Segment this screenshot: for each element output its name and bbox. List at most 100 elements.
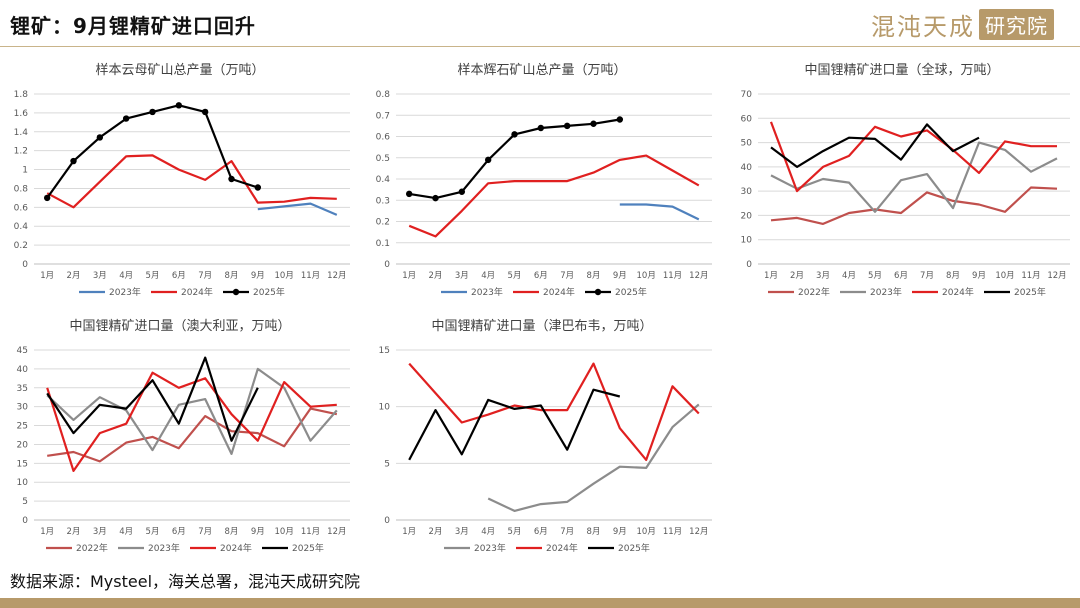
x-tick-label: 4月 bbox=[119, 527, 133, 537]
y-tick-label: 40 bbox=[741, 163, 753, 173]
x-tick-label: 4月 bbox=[481, 527, 495, 537]
x-tick-label: 6月 bbox=[534, 271, 548, 281]
x-tick-label: 10月 bbox=[995, 271, 1014, 281]
chart-svg: 样本辉石矿山总产量（万吨） 0 0.1 0.2 0.3 0.4 0.5 0.6 0.7 0.8 1月… bbox=[376, 63, 712, 298]
chart-imports-global: 中国锂精矿进口量（全球，万吨） 0 10 20 30 40 50 60 70 1月 2月 3月 4月 5月… bbox=[724, 56, 1080, 306]
legend-label: 2022年 bbox=[798, 286, 830, 298]
legend-marker bbox=[594, 288, 602, 296]
bottom-bar bbox=[0, 598, 1080, 608]
legend-item: 2024年 bbox=[513, 286, 575, 298]
y-tick-label: 0.6 bbox=[376, 133, 391, 143]
y-tick-label: 70 bbox=[741, 90, 753, 100]
data-point bbox=[405, 190, 413, 198]
y-tick-label: 0 bbox=[22, 260, 28, 270]
x-tick-label: 7月 bbox=[560, 527, 574, 537]
series-line-2025年 bbox=[46, 104, 259, 199]
legend-label: 2025年 bbox=[1014, 286, 1046, 298]
data-point bbox=[537, 124, 545, 132]
legend-item: 2025年 bbox=[588, 542, 650, 554]
y-tick-label: 35 bbox=[17, 384, 28, 394]
series-line-2023年 bbox=[770, 141, 1058, 213]
y-tick-label: 45 bbox=[17, 346, 28, 356]
series-line-2025年 bbox=[770, 123, 980, 169]
legend-item: 2023年 bbox=[79, 286, 141, 298]
logo-box-text: 研究院 bbox=[979, 8, 1054, 40]
legend-label: 2024年 bbox=[181, 286, 213, 298]
series-line-2022年 bbox=[770, 186, 1058, 225]
data-point bbox=[96, 134, 104, 141]
x-tick-label: 9月 bbox=[251, 271, 265, 281]
legend-label: 2024年 bbox=[942, 286, 974, 298]
y-tick-label: 50 bbox=[741, 139, 753, 149]
x-tick-label: 12月 bbox=[689, 271, 708, 281]
x-tick-label: 10月 bbox=[637, 527, 656, 537]
series-line-2023年 bbox=[487, 403, 700, 512]
x-tick-label: 9月 bbox=[972, 271, 986, 281]
x-tick-label: 12月 bbox=[327, 527, 346, 537]
x-tick-label: 7月 bbox=[198, 527, 212, 537]
y-tick-label: 30 bbox=[17, 403, 29, 413]
y-tick-label: 20 bbox=[741, 211, 753, 221]
x-tick-label: 5月 bbox=[146, 527, 160, 537]
x-tick-label: 3月 bbox=[816, 271, 830, 281]
legend-item: 2023年 bbox=[444, 542, 506, 554]
y-tick-label: 0.4 bbox=[14, 222, 29, 232]
x-tick-label: 5月 bbox=[508, 271, 522, 281]
chart-imports-zimbabwe: 中国锂精矿进口量（津巴布韦，万吨） 0 5 10 15 1月 2月 3月 4月 5月 6月 7月 8月 9… bbox=[362, 312, 722, 562]
x-tick-label: 8月 bbox=[225, 527, 239, 537]
y-tick-label: 0 bbox=[384, 260, 390, 270]
brand-logo: 混沌天成 研究院 bbox=[871, 8, 1054, 41]
chart-title: 样本云母矿山总产量（万吨） bbox=[95, 63, 264, 78]
chart-title: 样本辉石矿山总产量（万吨） bbox=[457, 63, 626, 78]
y-tick-label: 20 bbox=[17, 440, 29, 450]
series-line-2023年 bbox=[257, 202, 338, 216]
legend-item: 2022年 bbox=[768, 286, 830, 298]
legend-label: 2023年 bbox=[148, 542, 180, 554]
y-tick-label: 0 bbox=[384, 516, 390, 526]
data-point bbox=[122, 115, 130, 122]
x-tick-label: 9月 bbox=[613, 271, 627, 281]
chart-mica-production: 样本云母矿山总产量（万吨） 0 0.2 0.4 0.6 0.8 1 1.2 1.4 1.6 1.8 1… bbox=[0, 56, 360, 306]
x-tick-label: 2月 bbox=[67, 527, 81, 537]
page-title: 锂矿：9月锂精矿进口回升 bbox=[10, 14, 256, 38]
legend-item: 2024年 bbox=[912, 286, 974, 298]
legend-label: 2023年 bbox=[474, 542, 506, 554]
chart-svg: 中国锂精矿进口量（津巴布韦，万吨） 0 5 10 15 1月 2月 3月 4月 5月 6月 7月 8月 9… bbox=[379, 319, 712, 554]
x-tick-label: 3月 bbox=[93, 527, 107, 537]
chart-title: 中国锂精矿进口量（津巴布韦，万吨） bbox=[431, 319, 652, 334]
legend-item: 2024年 bbox=[190, 542, 252, 554]
chart-spodumene-production: 样本辉石矿山总产量（万吨） 0 0.1 0.2 0.3 0.4 0.5 0.6 0.7 0.8 1月… bbox=[362, 56, 722, 306]
y-tick-label: 0.3 bbox=[376, 196, 390, 206]
series-line-2024年 bbox=[46, 154, 337, 209]
legend-label: 2024年 bbox=[220, 542, 252, 554]
legend-item: 2023年 bbox=[840, 286, 902, 298]
x-tick-label: 12月 bbox=[1047, 271, 1066, 281]
legend-marker bbox=[232, 288, 240, 296]
series-line-2022年 bbox=[47, 407, 338, 463]
x-tick-label: 1月 bbox=[764, 271, 778, 281]
legend-label: 2025年 bbox=[292, 542, 324, 554]
series-line-2025年 bbox=[46, 356, 259, 442]
x-tick-label: 7月 bbox=[920, 271, 934, 281]
legend-label: 2024年 bbox=[546, 542, 578, 554]
chart-imports-australia: 中国锂精矿进口量（澳大利亚，万吨） 0 5 10 15 20 25 30 35 40 45 1月 2月 3… bbox=[0, 312, 360, 562]
x-tick-label: 5月 bbox=[868, 271, 882, 281]
y-tick-label: 0.6 bbox=[14, 203, 29, 213]
header: 锂矿：9月锂精矿进口回升 混沌天成 研究院 bbox=[0, 0, 1080, 48]
data-source-note: 数据来源：Mysteel，海关总署，混沌天成研究院 bbox=[10, 572, 361, 591]
data-point bbox=[458, 188, 466, 195]
x-tick-label: 1月 bbox=[402, 527, 416, 537]
data-point bbox=[616, 116, 624, 123]
data-point bbox=[175, 102, 183, 109]
x-tick-label: 2月 bbox=[67, 271, 81, 281]
data-point bbox=[432, 194, 439, 202]
y-tick-label: 1.4 bbox=[14, 128, 29, 138]
data-point bbox=[43, 194, 51, 202]
legend-item: 2024年 bbox=[516, 542, 578, 554]
x-tick-label: 11月 bbox=[301, 527, 320, 537]
y-tick-label: 15 bbox=[17, 459, 28, 469]
series-line-2024年 bbox=[769, 121, 1057, 193]
data-point bbox=[563, 122, 571, 130]
legend-item: 2023年 bbox=[441, 286, 503, 298]
x-tick-label: 11月 bbox=[1021, 271, 1040, 281]
